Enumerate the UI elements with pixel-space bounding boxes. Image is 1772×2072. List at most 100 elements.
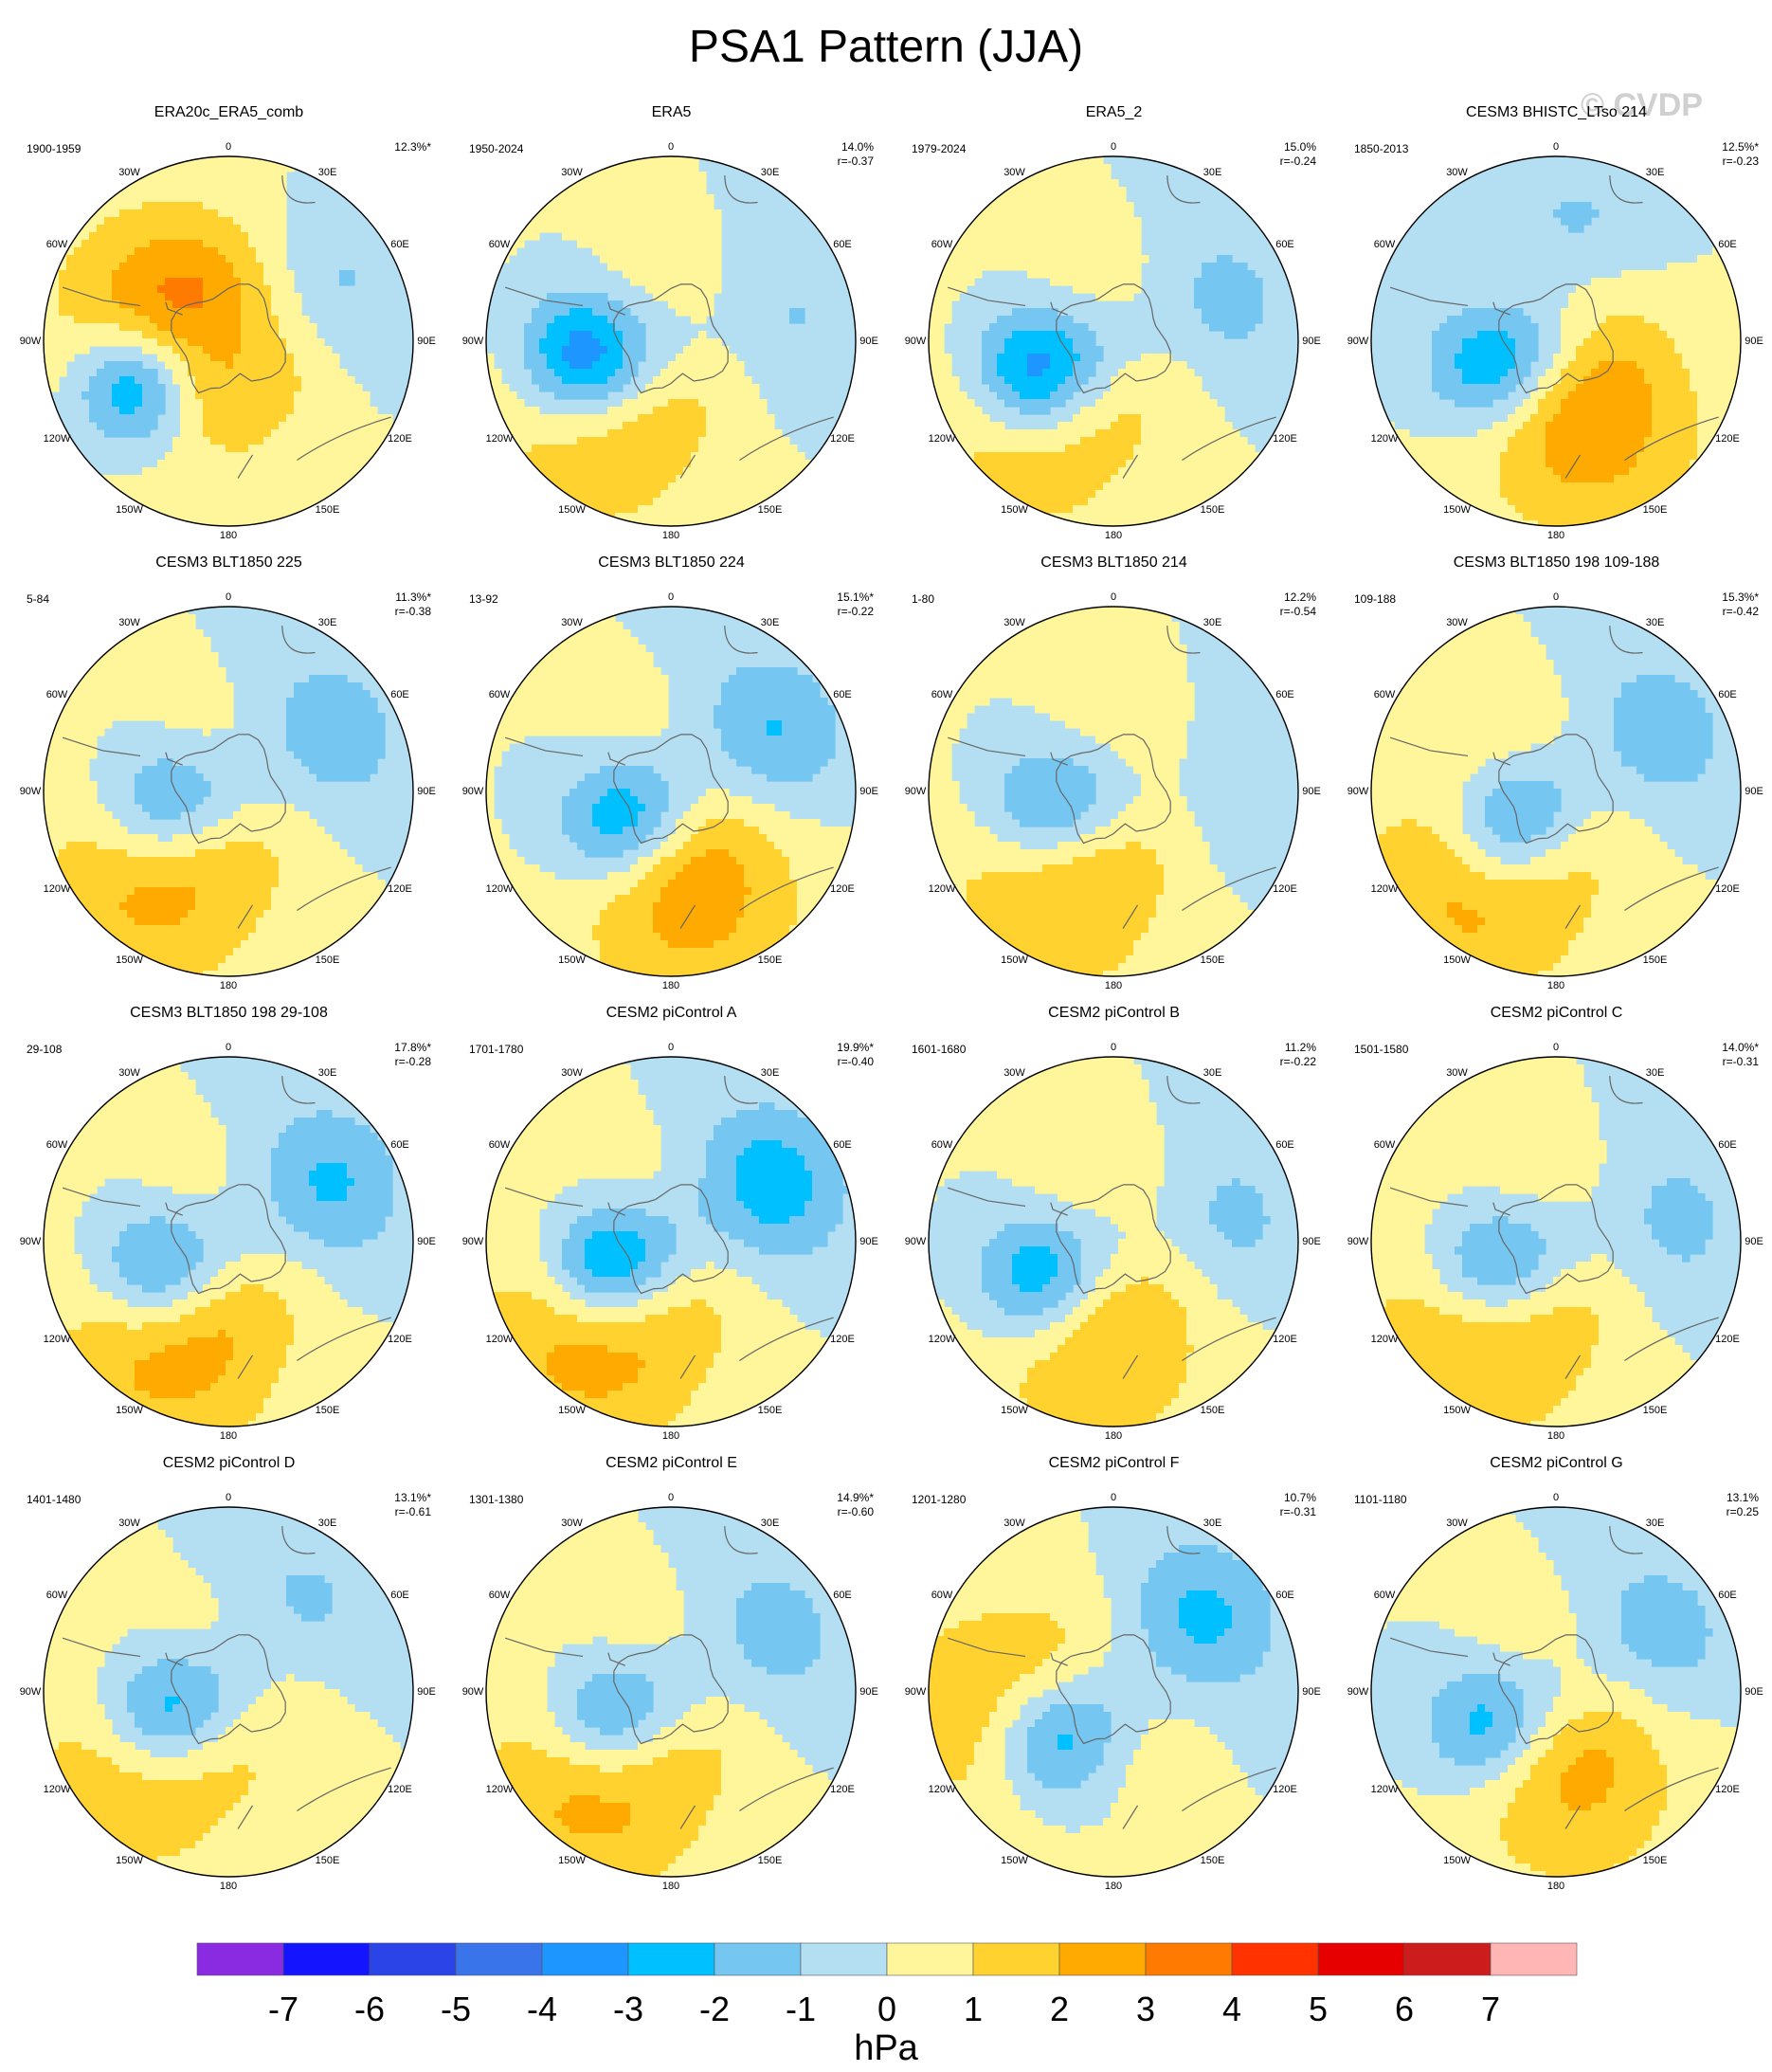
- longitude-label: 30E: [318, 1518, 337, 1529]
- longitude-label: 90W: [462, 786, 484, 797]
- antarctica-coastline: [171, 283, 286, 394]
- longitude-label: 30E: [1203, 1067, 1222, 1079]
- longitude-label: 90W: [1347, 1236, 1369, 1247]
- australia-coastline: [1182, 1767, 1276, 1811]
- longitude-label: 30W: [118, 1067, 140, 1079]
- panel-pattern-correlation: r=-0.54: [1280, 605, 1316, 618]
- longitude-label: 0: [1553, 141, 1559, 153]
- longitude-label: 30W: [1446, 1067, 1468, 1079]
- longitude-label: 90W: [20, 1236, 42, 1247]
- colorbar-swatch: [541, 1942, 629, 1976]
- longitude-label: 30W: [118, 167, 140, 178]
- longitude-label: 30E: [1646, 167, 1665, 178]
- panel-pattern-correlation: r=-0.42: [1723, 605, 1759, 618]
- map-panel: ERA5 1950-2024 14.0% r=-0.37 0 30E 60E 90E 120E 1…: [450, 104, 893, 554]
- longitude-label: 150W: [1443, 1405, 1471, 1416]
- panel-title: ERA20c_ERA5_comb: [8, 104, 450, 121]
- panel-pattern-correlation: r=-0.22: [838, 605, 874, 618]
- new-zealand-coastline: [679, 1805, 696, 1829]
- panel-title: CESM2 piControl D: [8, 1455, 450, 1472]
- longitude-label: 120E: [1715, 1334, 1740, 1345]
- new-zealand-coastline: [1122, 1354, 1138, 1379]
- longitude-label: 30W: [1446, 167, 1468, 178]
- panel-variance-explained: 14.0%*: [1722, 1041, 1759, 1054]
- australia-coastline: [1624, 1767, 1719, 1811]
- longitude-label: 30W: [1004, 617, 1025, 628]
- longitude-label: 0: [1553, 591, 1559, 603]
- longitude-label: 60E: [1275, 239, 1294, 250]
- map-border: [485, 1056, 857, 1427]
- longitude-label: 120W: [1371, 883, 1399, 895]
- longitude-label: 90W: [1347, 786, 1369, 797]
- south-america-coastline: [947, 1187, 1026, 1208]
- map-panel: CESM3 BLT1850 225 5-84 11.3%* r=-0.38 0 30E 60…: [8, 554, 450, 1005]
- longitude-label: 90E: [859, 1236, 878, 1247]
- longitude-label: 60W: [489, 689, 511, 700]
- longitude-label: 60W: [46, 689, 68, 700]
- panel-pattern-correlation: r=-0.31: [1723, 1055, 1759, 1068]
- longitude-label: 90E: [417, 336, 436, 347]
- longitude-label: 60W: [489, 1590, 511, 1601]
- longitude-label: 60E: [1275, 1139, 1294, 1151]
- map-border: [43, 155, 414, 527]
- antarctic-peninsula-coastline: [607, 1652, 625, 1666]
- longitude-label: 30W: [1446, 1518, 1468, 1529]
- longitude-label: 90W: [20, 1686, 42, 1698]
- longitude-label: 60E: [390, 689, 409, 700]
- longitude-label: 120E: [830, 883, 855, 895]
- panel-variance-explained: 11.2%: [1285, 1041, 1316, 1054]
- longitude-label: 30W: [118, 617, 140, 628]
- antarctic-peninsula-coastline: [607, 1202, 625, 1216]
- longitude-label: 120W: [486, 1784, 514, 1795]
- africa-coastline: [724, 175, 758, 204]
- longitude-label: 180: [1547, 530, 1564, 541]
- colorbar-swatch: [1403, 1942, 1492, 1976]
- longitude-label: 90W: [1347, 336, 1369, 347]
- panel-title: CESM2 piControl A: [450, 1005, 893, 1022]
- new-zealand-coastline: [237, 1354, 253, 1379]
- africa-coastline: [1609, 1526, 1643, 1554]
- panel-years: 1979-2024: [912, 142, 966, 155]
- south-america-coastline: [62, 736, 141, 757]
- longitude-label: 120W: [1371, 1334, 1399, 1345]
- longitude-label: 120E: [388, 883, 412, 895]
- map-border: [43, 1056, 414, 1427]
- africa-coastline: [724, 626, 758, 654]
- longitude-label: 60W: [931, 1590, 953, 1601]
- colorbar-tick-label: -7: [268, 1990, 298, 2028]
- colorbar-swatch: [369, 1942, 457, 1976]
- panel-title: CESM2 piControl E: [450, 1455, 893, 1472]
- antarctica-coastline: [171, 734, 286, 845]
- longitude-label: 90E: [859, 786, 878, 797]
- antarctic-peninsula-coastline: [1050, 301, 1068, 316]
- longitude-label: 180: [1547, 980, 1564, 991]
- longitude-label: 30W: [1004, 167, 1025, 178]
- panel-years: 1501-1580: [1354, 1043, 1408, 1056]
- longitude-label: 0: [668, 141, 674, 153]
- panel-pattern-correlation: r=-0.61: [395, 1505, 431, 1518]
- colorbar-swatch: [455, 1942, 543, 1976]
- longitude-label: 150W: [116, 504, 143, 516]
- longitude-label: 120W: [44, 883, 71, 895]
- longitude-label: 60E: [1718, 239, 1737, 250]
- longitude-label: 90E: [859, 1686, 878, 1698]
- longitude-label: 30W: [1446, 617, 1468, 628]
- longitude-label: 30E: [318, 167, 337, 178]
- panel-title: CESM3 BLT1850 225: [8, 554, 450, 572]
- longitude-label: 120E: [1715, 433, 1740, 445]
- longitude-label: 60W: [931, 239, 953, 250]
- panel-pattern-correlation: r=0.25: [1727, 1505, 1759, 1518]
- colorbar-tick-label: -2: [699, 1990, 730, 2028]
- polar-map: [43, 1056, 414, 1427]
- longitude-label: 90W: [20, 786, 42, 797]
- panel-years: 1-80: [912, 592, 934, 606]
- new-zealand-coastline: [237, 904, 253, 929]
- longitude-label: 150W: [1001, 504, 1028, 516]
- colorbar-swatch: [1231, 1942, 1319, 1976]
- longitude-label: 30E: [1203, 1518, 1222, 1529]
- longitude-label: 0: [668, 1042, 674, 1053]
- longitude-label: 0: [668, 1492, 674, 1503]
- longitude-label: 30E: [761, 1518, 780, 1529]
- colorbar-tick-label: -6: [354, 1990, 385, 2028]
- longitude-label: 60E: [833, 1139, 852, 1151]
